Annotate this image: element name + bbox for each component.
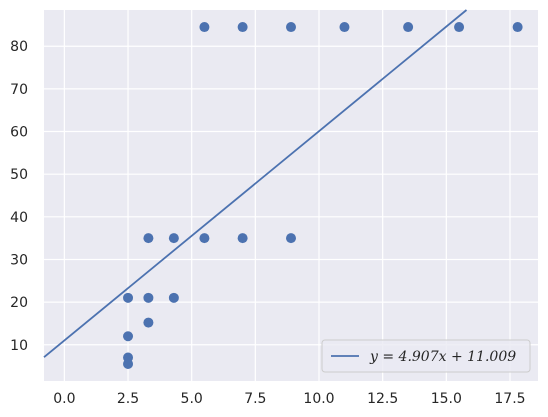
data-point [237, 233, 248, 244]
x-axis-ticks: 0.0 2.5 5.0 7.5 10.0 12.5 15.0 17.5 [53, 391, 525, 407]
data-point [286, 22, 296, 33]
x-tick-label: 7.5 [244, 391, 266, 407]
x-tick-label: 17.5 [494, 391, 525, 407]
fit-line [43, 9, 468, 358]
x-tick-label: 10.0 [303, 391, 334, 407]
data-point [143, 233, 154, 244]
x-tick-label: 15.0 [431, 391, 462, 407]
y-tick-label: 10 [10, 338, 28, 354]
data-point [123, 292, 134, 303]
y-tick-label: 20 [10, 295, 28, 311]
grid [44, 10, 538, 381]
data-point [199, 233, 210, 244]
x-tick-label: 5.0 [181, 391, 203, 407]
data-point [168, 233, 179, 244]
y-tick-label: 30 [10, 252, 28, 268]
data-point [199, 22, 210, 33]
data-point [454, 22, 465, 33]
data-point [123, 331, 134, 342]
y-tick-label: 60 [10, 125, 28, 141]
x-tick-label: 12.5 [367, 391, 398, 407]
y-tick-label: 50 [10, 167, 28, 183]
x-tick-label: 2.5 [117, 391, 139, 407]
legend-box [321, 339, 531, 373]
data-point [286, 233, 296, 244]
y-axis-ticks: 10 20 30 40 50 60 70 80 [10, 39, 28, 354]
data-point [339, 22, 350, 33]
data-point [512, 22, 523, 33]
y-tick-label: 40 [10, 210, 28, 226]
fit-line-group [43, 9, 468, 358]
data-point [403, 22, 414, 33]
legend: y = 4.907x + 11.009 [321, 339, 531, 373]
data-point [168, 292, 179, 303]
legend-label: y = 4.907x + 11.009 [369, 349, 516, 365]
data-point [123, 358, 134, 369]
data-point [143, 317, 154, 328]
data-point [143, 292, 154, 303]
plot-area [44, 10, 538, 381]
x-tick-label: 0.0 [53, 391, 75, 407]
data-points [123, 22, 523, 369]
y-tick-label: 80 [10, 39, 28, 55]
data-point [237, 22, 248, 33]
y-tick-label: 70 [10, 82, 28, 98]
